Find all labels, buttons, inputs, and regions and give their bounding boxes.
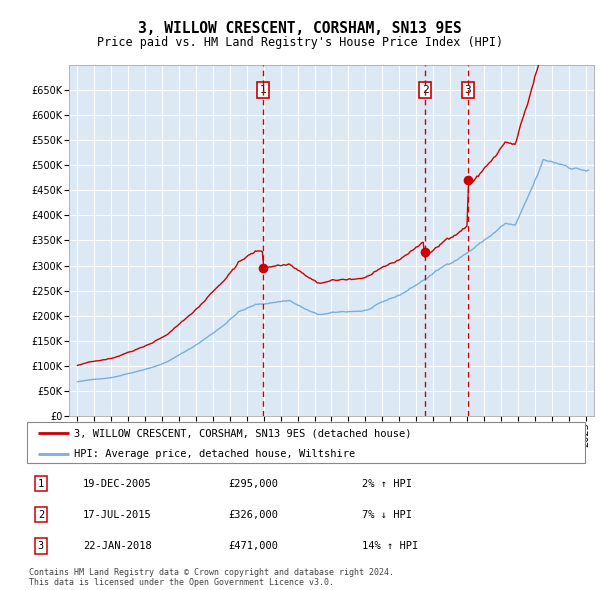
Text: 7% ↓ HPI: 7% ↓ HPI — [362, 510, 412, 520]
Text: 2% ↑ HPI: 2% ↑ HPI — [362, 478, 412, 489]
Text: 3, WILLOW CRESCENT, CORSHAM, SN13 9ES (detached house): 3, WILLOW CRESCENT, CORSHAM, SN13 9ES (d… — [74, 428, 412, 438]
Text: £295,000: £295,000 — [228, 478, 278, 489]
FancyBboxPatch shape — [27, 422, 585, 463]
Text: 3: 3 — [38, 541, 44, 551]
Text: 17-JUL-2015: 17-JUL-2015 — [83, 510, 152, 520]
Text: 1: 1 — [38, 478, 44, 489]
Text: 3: 3 — [464, 85, 472, 95]
Text: 3, WILLOW CRESCENT, CORSHAM, SN13 9ES: 3, WILLOW CRESCENT, CORSHAM, SN13 9ES — [138, 21, 462, 36]
Text: 2: 2 — [38, 510, 44, 520]
Text: Contains HM Land Registry data © Crown copyright and database right 2024.
This d: Contains HM Land Registry data © Crown c… — [29, 568, 394, 587]
Text: 2: 2 — [422, 85, 428, 95]
Text: £326,000: £326,000 — [228, 510, 278, 520]
Text: 22-JAN-2018: 22-JAN-2018 — [83, 541, 152, 551]
Text: 19-DEC-2005: 19-DEC-2005 — [83, 478, 152, 489]
Text: HPI: Average price, detached house, Wiltshire: HPI: Average price, detached house, Wilt… — [74, 448, 356, 458]
Text: Price paid vs. HM Land Registry's House Price Index (HPI): Price paid vs. HM Land Registry's House … — [97, 36, 503, 49]
Text: 1: 1 — [260, 85, 266, 95]
Text: £471,000: £471,000 — [228, 541, 278, 551]
Text: 14% ↑ HPI: 14% ↑ HPI — [362, 541, 418, 551]
